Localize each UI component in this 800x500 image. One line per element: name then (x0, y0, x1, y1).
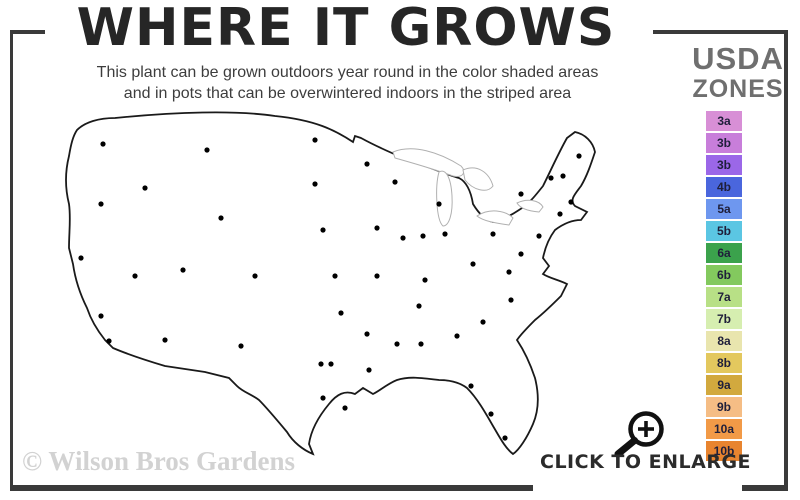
lake-michigan (436, 170, 453, 227)
zone-chip-9b: 9b (706, 397, 742, 417)
city-dot (418, 341, 424, 347)
city-dot (162, 337, 168, 343)
lake-erie (476, 210, 514, 226)
page-title: WHERE IT GROWS (76, 0, 616, 58)
zone-chip-8b: 8b (706, 353, 742, 373)
city-dot (442, 231, 448, 237)
zone-chip-8a: 8a (706, 331, 742, 351)
zone-chip-10b: 10b (706, 441, 742, 461)
zone-chip-3b: 3b (706, 155, 742, 175)
city-dot (78, 255, 84, 261)
click-to-enlarge-button[interactable]: CLICK TO ENLARGE (540, 451, 752, 473)
city-dot (468, 383, 474, 389)
city-dot (506, 269, 512, 275)
city-dot (318, 361, 324, 367)
frame-left (10, 30, 13, 491)
zone-chip-6b: 6b (706, 265, 742, 285)
city-dot (342, 405, 348, 411)
legend-zone-list: 3a 3b 3b 4b 5a 5b 6a 6b 7a 7b 8a 8b 9a 9b 10a 10b (706, 111, 746, 463)
city-dot (394, 341, 400, 347)
subtitle: This plant can be grown outdoors year ro… (55, 62, 640, 104)
city-dot (490, 231, 496, 237)
city-dot (518, 251, 524, 257)
city-dot (568, 199, 574, 205)
city-dot (98, 201, 104, 207)
subtitle-line-1: This plant can be grown outdoors year ro… (96, 64, 599, 81)
city-dot (252, 273, 258, 279)
lake-huron (462, 167, 494, 191)
zone-chip-4b: 4b (706, 177, 742, 197)
frame-top-left (10, 30, 45, 34)
city-dot (560, 173, 566, 179)
city-dot (312, 181, 318, 187)
city-dot (320, 227, 326, 233)
frame-bottom-right (742, 485, 788, 491)
city-dot (100, 141, 106, 147)
city-dot (98, 313, 104, 319)
zone-chip-3a: 3a (706, 111, 742, 131)
city-dot (480, 319, 486, 325)
subtitle-line-2: and in pots that can be overwintered ind… (123, 85, 572, 102)
city-dot (454, 333, 460, 339)
frame-top-right (653, 30, 788, 34)
city-dot (508, 297, 514, 303)
zone-chip-6a: 6a (706, 243, 742, 263)
usda-zone-map[interactable] (15, 108, 660, 478)
city-dot (338, 310, 344, 316)
zone-chip-5a: 5a (706, 199, 742, 219)
zone-chip-5b: 5b (706, 221, 742, 241)
legend-title-zones: ZONES (692, 75, 784, 103)
city-dot (364, 161, 370, 167)
city-dot (518, 191, 524, 197)
city-dot (312, 137, 318, 143)
city-dot (366, 367, 372, 373)
city-dot (422, 277, 428, 283)
watermark: © Wilson Bros Gardens (22, 446, 295, 476)
city-dot (416, 303, 422, 309)
zone-chip-3b: 3b (706, 133, 742, 153)
city-dot (204, 147, 210, 153)
city-dot (502, 435, 508, 441)
zone-chip-7b: 7b (706, 309, 742, 329)
city-dot (374, 273, 380, 279)
city-dot (436, 201, 442, 207)
city-dot (548, 175, 554, 181)
city-dot (364, 331, 370, 337)
city-dot (374, 225, 380, 231)
city-dot (180, 267, 186, 273)
legend-title-usda: USDA (692, 41, 784, 76)
city-dot (576, 153, 582, 159)
city-dot (132, 273, 138, 279)
zone-chip-10a: 10a (706, 419, 742, 439)
frame-right (784, 30, 788, 491)
zone-chip-9a: 9a (706, 375, 742, 395)
city-dot (488, 411, 494, 417)
legend-title: USDA ZONES (686, 41, 790, 103)
city-dot (328, 361, 334, 367)
us-outline-stroke (65, 111, 596, 455)
frame-bottom-left (10, 485, 533, 491)
great-lakes (392, 148, 544, 227)
city-dot (400, 235, 406, 241)
city-dot (420, 233, 426, 239)
city-dot (218, 215, 224, 221)
city-dot (392, 179, 398, 185)
city-dot (238, 343, 244, 349)
zone-chip-7a: 7a (706, 287, 742, 307)
lake-ontario (516, 199, 544, 213)
city-dot (536, 233, 542, 239)
city-dot (557, 211, 563, 217)
city-dot (142, 185, 148, 191)
city-dot (106, 338, 112, 344)
zoom-in-magnifier-icon[interactable] (610, 404, 674, 458)
map-dots (78, 137, 582, 441)
city-dot (320, 395, 326, 401)
city-dot (470, 261, 476, 267)
lake-superior (392, 148, 465, 177)
city-dot (332, 273, 338, 279)
